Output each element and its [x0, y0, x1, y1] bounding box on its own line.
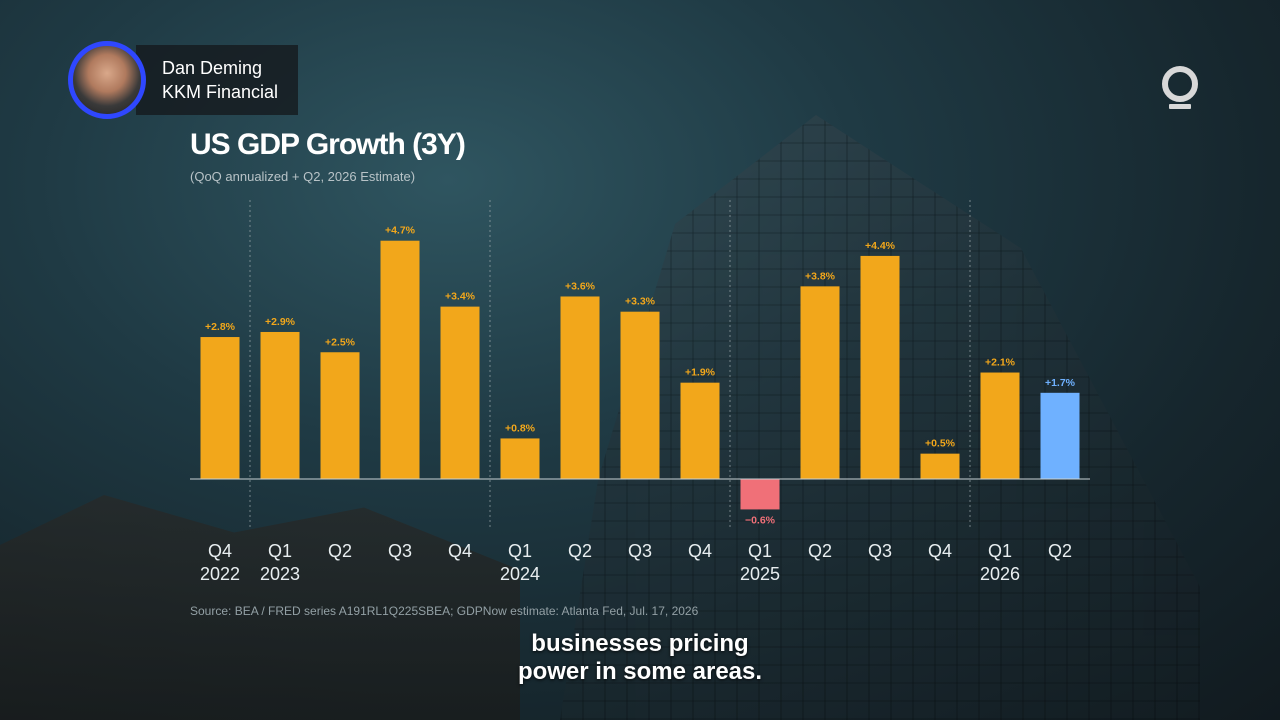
bar: [920, 453, 960, 479]
speaker-name-box: Dan Deming KKM Financial: [136, 45, 299, 115]
chart-source: Source: BEA / FRED series A191RL1Q225SBE…: [190, 604, 699, 618]
bar: [980, 372, 1020, 479]
x-year-label: 2024: [500, 564, 540, 584]
data-label: +1.9%: [685, 367, 716, 379]
bar: [620, 311, 660, 479]
data-label: +0.5%: [925, 438, 956, 450]
x-tick-label: Q3: [388, 541, 412, 561]
x-year-label: 2023: [260, 564, 300, 584]
x-tick-label: Q4: [208, 541, 232, 561]
bar: [740, 479, 780, 510]
q-logo-icon: [1162, 66, 1198, 109]
bar: [1040, 392, 1080, 479]
chart-title: US GDP Growth (3Y): [190, 128, 466, 161]
x-tick-label: Q3: [628, 541, 652, 561]
speaker-affiliation: KKM Financial: [162, 82, 279, 102]
data-label: +4.7%: [385, 225, 416, 237]
speaker-avatar: [68, 41, 146, 119]
data-label: −0.6%: [745, 514, 776, 526]
x-year-label: 2026: [980, 564, 1020, 584]
data-label: +2.8%: [205, 321, 236, 333]
x-year-label: 2022: [200, 564, 240, 584]
data-label: +4.4%: [865, 240, 896, 252]
bar: [440, 306, 480, 479]
bar: [380, 240, 420, 479]
x-tick-label: Q2: [568, 541, 592, 561]
bar: [860, 255, 900, 479]
x-tick-label: Q3: [868, 541, 892, 561]
data-label: +3.6%: [565, 280, 596, 292]
x-tick-label: Q1: [988, 541, 1012, 561]
bar: [200, 337, 240, 479]
x-tick-label: Q1: [748, 541, 772, 561]
caption-line-2: power in some areas.: [517, 658, 763, 685]
data-label: +1.7%: [1045, 377, 1076, 389]
bar: [560, 296, 600, 479]
x-year-label: 2025: [740, 564, 780, 584]
x-tick-label: Q4: [688, 541, 712, 561]
data-label: +3.8%: [805, 270, 836, 282]
bar: [800, 286, 840, 479]
data-label: +0.8%: [505, 422, 536, 434]
speaker-lower-third: Dan Deming KKM Financial: [68, 41, 299, 119]
x-tick-label: Q2: [328, 541, 352, 561]
x-tick-label: Q2: [1048, 541, 1072, 561]
bar: [320, 352, 360, 479]
data-label: +2.9%: [265, 316, 296, 328]
caption-line-1: businesses pricing: [531, 630, 749, 657]
bar: [260, 331, 300, 479]
x-tick-label: Q1: [508, 541, 532, 561]
chart-subtitle: (QoQ annualized + Q2, 2026 Estimate): [190, 169, 416, 184]
bar: [500, 438, 540, 479]
bar: [680, 382, 720, 479]
data-label: +3.4%: [445, 291, 476, 303]
data-label: +3.3%: [625, 296, 656, 308]
x-tick-label: Q2: [808, 541, 832, 561]
data-label: +2.5%: [325, 336, 356, 348]
x-tick-label: Q4: [928, 541, 952, 561]
speaker-name: Dan Deming: [162, 58, 263, 78]
data-label: +2.1%: [985, 357, 1016, 369]
subtitle-caption: businesses pricing power in some areas.: [0, 630, 1280, 686]
x-tick-label: Q1: [268, 541, 292, 561]
x-tick-label: Q4: [448, 541, 472, 561]
